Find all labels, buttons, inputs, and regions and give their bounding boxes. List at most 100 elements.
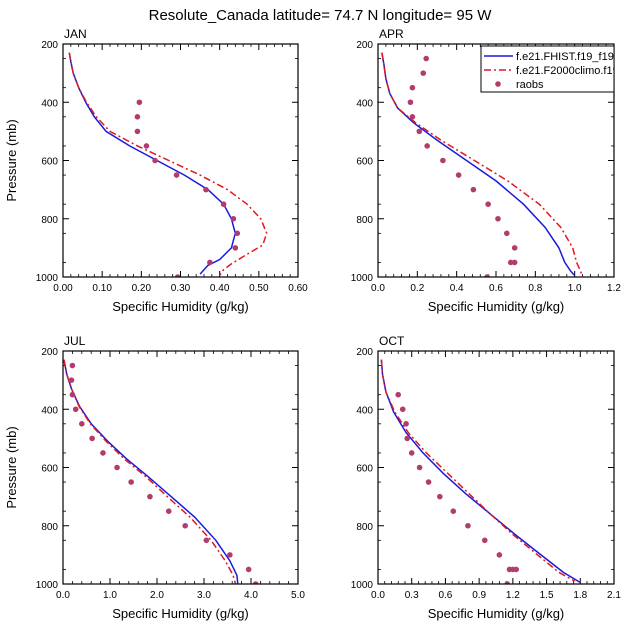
series-line-f2000climo	[68, 52, 268, 276]
x-tick-label: 2.1	[607, 590, 621, 601]
series-group	[381, 52, 584, 277]
x-tick-label: 0.20	[132, 283, 152, 294]
series-line-fhist	[380, 359, 581, 584]
x-tick-label: 0.9	[472, 590, 486, 601]
x-axis-label: Specific Humidity (g/kg)	[112, 299, 249, 314]
y-tick-label: 1000	[351, 580, 374, 591]
legend-label: f.e21.F2000climo.f19_	[516, 65, 626, 77]
raobs-point	[207, 259, 213, 266]
plot-frame	[377, 43, 615, 278]
raobs-point	[450, 508, 457, 514]
raobs-point	[89, 435, 95, 442]
panel-label: APR	[379, 27, 404, 41]
raobs-point	[227, 552, 233, 558]
x-tick-label: 0.2	[410, 283, 424, 294]
raobs-point	[504, 230, 510, 237]
y-tick-label: 200	[356, 40, 373, 51]
raobs-point	[408, 450, 415, 456]
plot-frame	[62, 43, 299, 278]
x-tick-label: 1.2	[506, 590, 520, 601]
y-tick-label: 400	[41, 98, 58, 109]
raobs-point	[437, 493, 443, 500]
raobs-point	[409, 114, 416, 120]
x-tick-label: 0.0	[371, 283, 385, 294]
raobs-point	[69, 362, 76, 369]
x-tick-label: 0.6	[489, 283, 503, 294]
x-tick-label: 0.0	[56, 590, 70, 601]
raobs-point	[504, 581, 511, 584]
x-tick-label: 0.6	[438, 590, 452, 601]
plot-frame	[377, 350, 615, 585]
x-tick-label: 0.3	[405, 590, 419, 601]
raobs-point	[220, 201, 227, 207]
y-tick-label: 200	[356, 347, 373, 358]
x-tick-label: 1.0	[568, 283, 582, 294]
x-tick-label: 1.2	[607, 283, 621, 294]
raobs-point	[511, 245, 518, 251]
raobs-point	[165, 508, 172, 514]
y-tick-label: 1000	[36, 580, 59, 591]
raobs-point	[496, 552, 503, 558]
raobs-point	[136, 99, 143, 106]
raobs-point	[470, 186, 477, 193]
x-tick-label: 4.0	[244, 590, 258, 601]
raobs-point	[230, 215, 237, 222]
x-tick-label: 0.60	[288, 283, 308, 294]
x-tick-label: 3.0	[197, 590, 211, 601]
y-tick-label: 800	[356, 215, 373, 226]
series-group	[380, 359, 581, 584]
x-axis-label: Specific Humidity (g/kg)	[112, 606, 249, 621]
x-axis-label: Specific Humidity (g/kg)	[428, 606, 565, 621]
raobs-point	[440, 157, 446, 164]
raobs-point	[455, 172, 462, 178]
y-tick-label: 800	[41, 522, 58, 533]
raobs-point	[72, 406, 79, 413]
x-tick-label: 0.50	[249, 283, 269, 294]
raobs-point	[182, 522, 188, 529]
panel-jul: JUL 0.0 1.0 2.0 3.0 4.0 5.0 200 400 600 800 1000 Spe…	[4, 334, 305, 621]
raobs-point	[424, 143, 430, 149]
raobs-point	[134, 128, 141, 135]
x-tick-label: 1.5	[540, 590, 554, 601]
panel-label: JUL	[64, 334, 86, 348]
y-tick-label: 600	[356, 157, 373, 168]
raobs-point	[245, 566, 252, 573]
x-axis-label: Specific Humidity (g/kg)	[428, 299, 565, 314]
plot-frame	[62, 350, 299, 585]
panel-oct: OCT 0.0 0.3 0.6 0.9 1.2 1.5 1.8 2.1 200 400 600 800 1…	[351, 334, 622, 621]
raobs-point	[114, 464, 120, 471]
y-tick-label: 800	[356, 522, 373, 533]
raobs-point	[425, 479, 432, 485]
raobs-point	[409, 84, 416, 91]
x-tick-label: 0.40	[210, 283, 230, 294]
raobs-point	[173, 172, 180, 178]
raobs-point	[484, 274, 490, 277]
raobs-point	[507, 259, 514, 266]
raobs-point	[68, 377, 75, 383]
raobs-point	[147, 493, 153, 500]
raobs-point	[511, 259, 518, 266]
y-axis-label: Pressure (mb)	[4, 119, 19, 201]
x-tick-label: 1.0	[103, 590, 117, 601]
y-axis-label: Pressure (mb)	[4, 426, 19, 508]
x-tick-label: 2.0	[150, 590, 164, 601]
x-tick-label: 0.10	[92, 283, 112, 294]
series-line-fhist	[68, 52, 237, 275]
y-tick-label: 600	[356, 464, 373, 475]
raobs-point	[420, 70, 427, 76]
legend-box	[480, 45, 615, 93]
series-group	[63, 359, 259, 584]
raobs-point	[395, 391, 402, 398]
raobs-point	[232, 245, 239, 251]
x-tick-label: 5.0	[291, 590, 305, 601]
raobs-point	[100, 450, 106, 456]
legend-marker-raobs	[495, 81, 501, 87]
y-tick-label: 200	[41, 40, 58, 51]
raobs-point	[495, 215, 501, 222]
raobs-point	[134, 114, 141, 120]
x-tick-label: 0.4	[450, 283, 464, 294]
raobs-point	[407, 99, 414, 106]
panel-apr: APR 0.0 0.2 0.4 0.6 0.8 1.0 1.2 200 400 600 800 1000…	[351, 27, 622, 314]
raobs-point	[423, 55, 429, 62]
y-tick-label: 600	[41, 464, 58, 475]
